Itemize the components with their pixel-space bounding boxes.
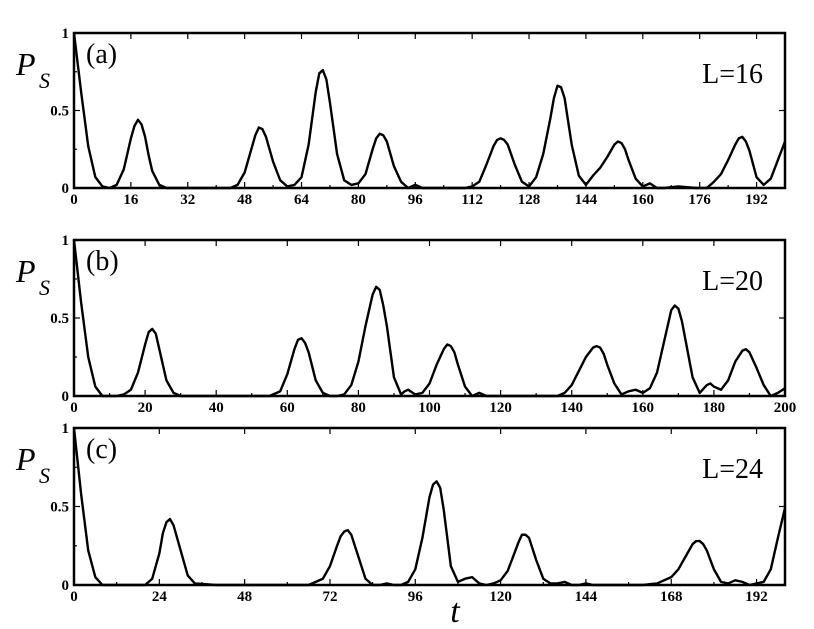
y-axis-label-subscript: S <box>39 68 50 93</box>
x-tick-label: 80 <box>351 400 366 416</box>
y-axis-label-subscript: S <box>39 463 50 488</box>
x-tick-label: 120 <box>489 589 512 605</box>
x-tick-label: 48 <box>237 192 252 208</box>
data-curve <box>72 32 787 190</box>
plot-frame <box>72 238 787 398</box>
x-tick-label: 144 <box>575 192 598 208</box>
x-tick-label: 192 <box>745 589 768 605</box>
x-tick-label: 140 <box>560 400 583 416</box>
y-axis-label: P <box>15 46 36 82</box>
x-tick-label: 16 <box>123 192 139 208</box>
x-tick-label: 72 <box>322 589 337 605</box>
panel-label: (b) <box>86 246 119 277</box>
x-tick-label: 176 <box>688 192 711 208</box>
x-tick-label: 128 <box>518 192 541 208</box>
plot-frame <box>72 426 787 587</box>
y-axis-label: P <box>15 253 36 289</box>
x-tick-label: 192 <box>745 192 768 208</box>
x-tick-label: 48 <box>237 589 252 605</box>
x-tick-label: 64 <box>294 192 310 208</box>
data-curve <box>72 427 787 587</box>
data-curve <box>72 239 786 398</box>
panel-3: 0 24 48 72 96 120 144 168 192 0 0.5 1 P S (c) L=24 <box>15 421 787 605</box>
y-axis-label: P <box>15 441 36 477</box>
y-tick-label: 0 <box>62 389 70 405</box>
x-tick-label: 168 <box>660 589 683 605</box>
system-size-label: L=20 <box>702 266 763 297</box>
x-tick-label: 32 <box>180 192 195 208</box>
x-tick-label: 100 <box>418 400 441 416</box>
plot-frame <box>72 31 787 190</box>
panel-2: 0 20 40 60 80 100 120 140 160 180 200 0 0.5 1 P S (b) L=2… <box>15 233 796 416</box>
x-axis-label: t <box>450 593 461 629</box>
x-tick-label: 160 <box>632 192 655 208</box>
x-tick-label: 80 <box>351 192 366 208</box>
system-size-label: L=16 <box>702 59 763 90</box>
x-tick-label: 200 <box>774 400 797 416</box>
x-tick-label: 24 <box>152 589 168 605</box>
x-tick-label: 40 <box>209 400 224 416</box>
x-tick-label: 120 <box>489 400 512 416</box>
x-tick-label: 0 <box>70 589 78 605</box>
panel-label: (c) <box>86 434 117 465</box>
x-tick-label: 0 <box>70 400 78 416</box>
y-tick-label: 0 <box>62 181 70 197</box>
x-tick-label: 180 <box>703 400 726 416</box>
system-size-label: L=24 <box>702 454 763 485</box>
x-tick-label: 20 <box>138 400 153 416</box>
y-tick-label: 1 <box>62 233 70 249</box>
panel-1: 0 16 32 48 64 80 96 112 128 144 160 176 192 0 0.5 1 P S (a… <box>15 26 787 208</box>
panel-label: (a) <box>86 39 117 70</box>
y-tick-label: 0 <box>62 578 70 594</box>
x-tick-label: 112 <box>461 192 483 208</box>
y-tick-label: 0.5 <box>50 500 69 516</box>
x-tick-label: 60 <box>280 400 295 416</box>
x-tick-label: 160 <box>632 400 655 416</box>
x-tick-label: 96 <box>408 192 424 208</box>
y-tick-label: 1 <box>62 26 70 42</box>
y-tick-label: 0.5 <box>50 311 69 327</box>
x-tick-label: 96 <box>408 589 424 605</box>
x-tick-label: 0 <box>70 192 78 208</box>
x-tick-label: 144 <box>575 589 598 605</box>
y-tick-label: 1 <box>62 421 70 437</box>
y-tick-label: 0.5 <box>50 104 69 120</box>
y-axis-label-subscript: S <box>39 275 50 300</box>
